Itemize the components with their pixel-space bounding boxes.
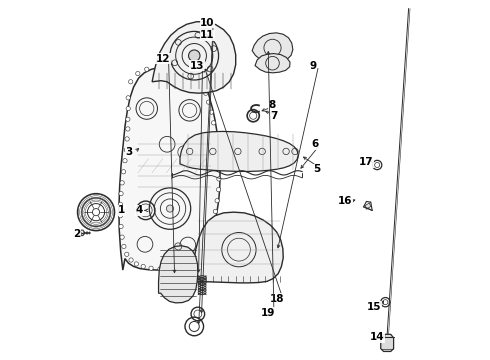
Circle shape <box>211 121 216 125</box>
Circle shape <box>124 252 129 256</box>
Circle shape <box>184 264 188 269</box>
Circle shape <box>124 148 128 152</box>
Circle shape <box>208 230 212 234</box>
Polygon shape <box>119 66 220 270</box>
Polygon shape <box>365 203 371 209</box>
Text: 18: 18 <box>270 294 284 303</box>
Circle shape <box>119 224 123 229</box>
Circle shape <box>136 71 140 76</box>
Circle shape <box>217 188 221 192</box>
Text: 5: 5 <box>313 164 320 174</box>
Circle shape <box>201 248 205 252</box>
Circle shape <box>141 264 146 269</box>
Polygon shape <box>381 334 393 351</box>
Circle shape <box>216 155 220 159</box>
Polygon shape <box>255 54 290 73</box>
Text: 3: 3 <box>125 147 132 157</box>
Circle shape <box>126 127 130 131</box>
Circle shape <box>122 170 126 174</box>
Circle shape <box>145 67 149 71</box>
Text: 13: 13 <box>190 61 204 71</box>
Text: 1: 1 <box>118 205 125 215</box>
Circle shape <box>126 96 130 100</box>
Circle shape <box>190 261 195 265</box>
Circle shape <box>167 267 171 271</box>
Circle shape <box>199 83 204 87</box>
Circle shape <box>189 50 200 62</box>
Circle shape <box>129 258 133 262</box>
Circle shape <box>167 205 173 212</box>
Text: 10: 10 <box>200 18 215 28</box>
Circle shape <box>149 266 153 270</box>
Polygon shape <box>193 212 283 283</box>
Polygon shape <box>180 131 298 171</box>
Text: 17: 17 <box>359 157 374 167</box>
Text: 9: 9 <box>309 61 317 71</box>
Text: 2: 2 <box>74 229 81 239</box>
Circle shape <box>196 255 200 259</box>
Circle shape <box>176 266 180 271</box>
Text: 19: 19 <box>261 308 275 318</box>
Circle shape <box>118 202 122 206</box>
Text: 15: 15 <box>367 302 382 312</box>
Circle shape <box>120 235 124 239</box>
Circle shape <box>120 181 124 185</box>
Circle shape <box>126 117 130 121</box>
Circle shape <box>125 137 129 141</box>
Circle shape <box>211 220 215 224</box>
Polygon shape <box>152 22 236 93</box>
Polygon shape <box>78 230 85 236</box>
Text: 8: 8 <box>268 100 275 110</box>
Circle shape <box>205 239 209 244</box>
Circle shape <box>190 71 195 76</box>
Circle shape <box>134 262 139 266</box>
Circle shape <box>126 107 130 111</box>
Circle shape <box>196 77 200 81</box>
Circle shape <box>209 110 214 114</box>
Text: 7: 7 <box>270 111 277 121</box>
Circle shape <box>217 177 221 181</box>
Text: 14: 14 <box>370 332 385 342</box>
Circle shape <box>119 192 123 196</box>
Circle shape <box>203 91 208 95</box>
Text: 4: 4 <box>136 205 143 215</box>
Circle shape <box>123 158 127 163</box>
Circle shape <box>183 68 187 72</box>
Circle shape <box>215 144 220 148</box>
Circle shape <box>215 199 220 203</box>
Polygon shape <box>159 246 198 303</box>
Circle shape <box>118 213 122 218</box>
Circle shape <box>213 209 218 213</box>
Text: 16: 16 <box>338 197 352 206</box>
Circle shape <box>214 132 218 136</box>
Polygon shape <box>252 33 293 63</box>
Text: 11: 11 <box>200 30 215 40</box>
Circle shape <box>122 244 126 249</box>
Circle shape <box>217 166 221 170</box>
Circle shape <box>157 66 161 71</box>
Circle shape <box>206 100 211 104</box>
Text: 12: 12 <box>156 54 170 64</box>
Circle shape <box>158 267 162 271</box>
Circle shape <box>128 80 133 84</box>
Text: 6: 6 <box>311 139 318 149</box>
Circle shape <box>171 66 175 71</box>
